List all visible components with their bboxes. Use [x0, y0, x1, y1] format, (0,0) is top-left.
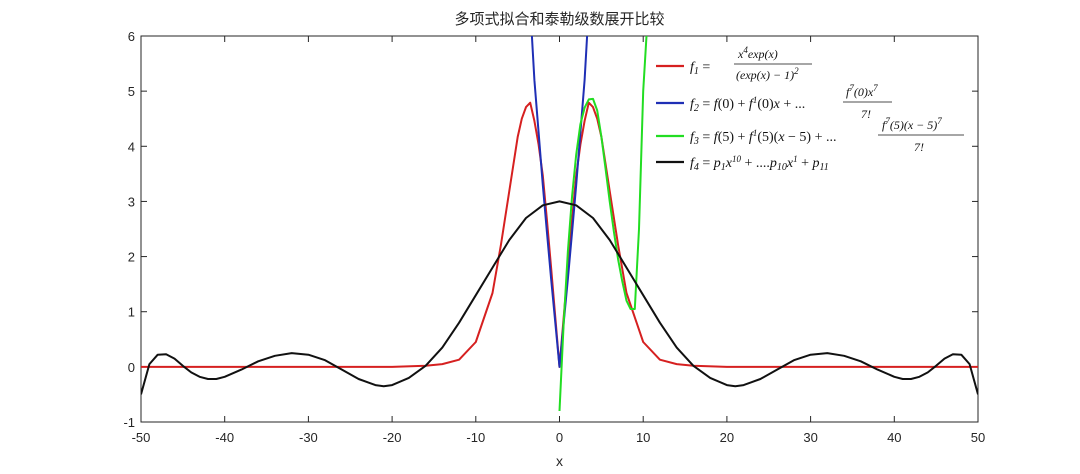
x-tick-label: 10 — [636, 430, 650, 445]
svg-text:x4exp(x): x4exp(x) — [737, 45, 778, 61]
legend-label-f1: f1 = x4exp(x) (exp(x) − 1)2 — [690, 45, 812, 82]
svg-text:f3 = f(5) + f1(5)(x − 5) + ...: f3 = f(5) + f1(5)(x − 5) + ... — [690, 128, 836, 147]
x-tick-label: -40 — [215, 430, 234, 445]
y-tick-label: 5 — [128, 84, 135, 99]
y-tick-label: -1 — [123, 415, 135, 430]
legend-label-f3: f3 = f(5) + f1(5)(x − 5) + ... f7(5)(x −… — [690, 116, 964, 154]
y-tick-label: 4 — [128, 139, 135, 154]
x-tick-label: 20 — [720, 430, 734, 445]
chart-title: 多项式拟合和泰勒级数展开比较 — [454, 10, 664, 28]
y-tick-label: 6 — [128, 29, 135, 44]
svg-text:f2 = f(0) + f1(0)x + ...: f2 = f(0) + f1(0)x + ... — [690, 95, 805, 114]
x-tick-label: 0 — [556, 430, 563, 445]
y-tick-label: 3 — [128, 194, 135, 209]
x-tick-label: -50 — [132, 430, 151, 445]
svg-text:f7(5)(x − 5)7: f7(5)(x − 5)7 — [882, 116, 942, 132]
y-tick-label: 2 — [128, 250, 135, 265]
y-tick-label: 1 — [128, 305, 135, 320]
y-tick-label: 0 — [128, 360, 135, 375]
series-line-f3 — [558, 36, 648, 412]
svg-text:7!: 7! — [861, 107, 871, 121]
legend-label-f2: f2 = f(0) + f1(0)x + ... f7(0)x7 7! — [690, 83, 892, 121]
series-line-f4 — [141, 200, 978, 395]
x-tick-label: -30 — [299, 430, 318, 445]
x-tick-label: 40 — [887, 430, 901, 445]
x-tick-label: 50 — [971, 430, 985, 445]
series-lines — [141, 36, 978, 412]
svg-text:(exp(x) − 1)2: (exp(x) − 1)2 — [736, 66, 799, 82]
x-tick-label: -10 — [466, 430, 485, 445]
svg-text:f4 = p1x10 + ....p10x1 + p11: f4 = p1x10 + ....p10x1 + p11 — [690, 154, 829, 173]
svg-text:7!: 7! — [914, 140, 924, 154]
x-axis-label: x — [556, 453, 563, 469]
x-tick-label: -20 — [383, 430, 402, 445]
series-line-f2 — [530, 36, 589, 368]
x-tick-label: 30 — [803, 430, 817, 445]
svg-text:f1 =: f1 = — [690, 60, 710, 77]
legend-label-f4: f4 = p1x10 + ....p10x1 + p11 — [690, 154, 829, 173]
svg-text:f7(0)x7: f7(0)x7 — [846, 83, 878, 99]
